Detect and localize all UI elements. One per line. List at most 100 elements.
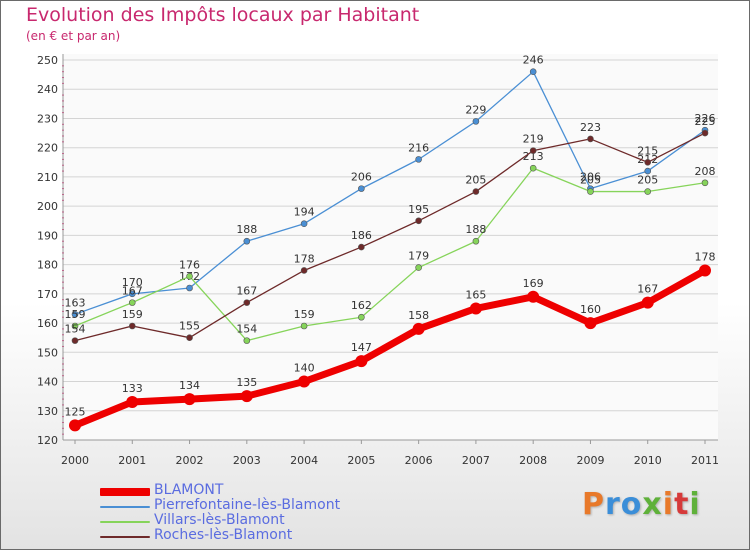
data-point xyxy=(358,185,365,192)
data-label: 169 xyxy=(523,277,544,290)
data-point xyxy=(300,220,308,227)
series-line xyxy=(74,132,706,342)
data-label: 188 xyxy=(236,223,257,236)
data-point xyxy=(358,313,365,321)
data-label: 223 xyxy=(580,121,601,134)
data-point xyxy=(587,135,594,143)
data-label: 194 xyxy=(294,206,315,219)
data-label: 208 xyxy=(695,165,716,178)
data-label: 159 xyxy=(65,308,86,321)
data-point xyxy=(71,311,79,318)
data-point xyxy=(300,267,308,274)
logo-letter: i xyxy=(662,487,675,522)
data-label: 219 xyxy=(523,133,544,146)
data-label: 155 xyxy=(179,320,200,333)
data-point xyxy=(126,396,139,408)
data-point xyxy=(300,322,308,330)
x-tick-label: 2000 xyxy=(61,454,89,467)
data-label: 140 xyxy=(294,362,315,375)
data-point xyxy=(186,334,193,341)
y-tick-label: 170 xyxy=(37,288,58,301)
data-label: 205 xyxy=(465,174,486,187)
data-point xyxy=(587,188,594,195)
data-label: 225 xyxy=(695,115,716,128)
logo-letter: t xyxy=(674,487,690,522)
x-tick-label: 2004 xyxy=(290,454,318,467)
data-point xyxy=(69,419,81,432)
legend-item: BLAMONT xyxy=(100,482,420,499)
data-point xyxy=(415,156,422,163)
data-label: 154 xyxy=(65,323,86,336)
logo-letter: i xyxy=(689,487,701,522)
data-label: 186 xyxy=(351,229,372,242)
logo-letter: o xyxy=(620,487,643,522)
data-label: 133 xyxy=(122,382,143,395)
legend-item: Pierrefontaine-lès-Blamont xyxy=(100,497,420,514)
x-tick-label: 2011 xyxy=(691,454,719,467)
data-label: 134 xyxy=(179,379,200,392)
logo-letter: r xyxy=(605,487,621,522)
data-label: 205 xyxy=(637,174,658,187)
series-line xyxy=(74,71,706,315)
data-point xyxy=(527,290,540,303)
data-point xyxy=(355,355,368,368)
data-point xyxy=(584,317,597,330)
y-tick-label: 120 xyxy=(37,434,58,447)
data-label: 195 xyxy=(408,203,429,216)
data-label: 165 xyxy=(465,288,486,301)
chart-legend: BLAMONT Pierrefontaine-lès-Blamont Villars… xyxy=(100,482,420,544)
y-tick-label: 150 xyxy=(37,346,58,359)
data-label: 216 xyxy=(408,141,429,154)
data-point xyxy=(128,322,136,330)
y-tick-label: 190 xyxy=(37,229,58,242)
data-point xyxy=(183,393,196,406)
data-point xyxy=(243,337,251,344)
data-label: 246 xyxy=(523,54,544,67)
data-point xyxy=(412,322,425,335)
x-tick-label: 2008 xyxy=(519,454,547,467)
data-point xyxy=(243,237,251,245)
data-label: 167 xyxy=(122,285,143,298)
proxiti-logo: Proxiti xyxy=(582,487,701,522)
legend-label: Villars-lès-Blamont xyxy=(154,512,285,528)
legend-swatch xyxy=(100,506,150,508)
data-point xyxy=(128,299,136,306)
logo-letter: x xyxy=(642,487,663,522)
data-point xyxy=(472,237,480,245)
data-label: 159 xyxy=(294,308,315,321)
data-label: 162 xyxy=(351,299,372,312)
legend-swatch xyxy=(100,536,150,538)
data-label: 163 xyxy=(65,296,86,309)
chart-title: Evolution des Impôts locaux par Habitant xyxy=(26,4,420,26)
data-point xyxy=(71,337,79,344)
data-point xyxy=(186,284,193,292)
y-tick-label: 230 xyxy=(37,112,58,125)
data-label: 147 xyxy=(351,341,372,354)
data-point xyxy=(415,217,422,225)
data-point xyxy=(243,299,251,306)
data-label: 229 xyxy=(465,103,486,116)
data-label: 215 xyxy=(637,144,658,157)
data-label: 213 xyxy=(523,150,544,163)
x-tick-label: 2003 xyxy=(233,454,261,467)
y-tick-label: 180 xyxy=(37,259,58,272)
legend-label: Roches-lès-Blamont xyxy=(154,527,293,543)
data-label: 160 xyxy=(580,303,601,316)
data-point xyxy=(358,243,365,251)
data-label: 206 xyxy=(580,171,601,184)
x-tick-label: 2001 xyxy=(118,454,146,467)
legend-swatch xyxy=(100,488,150,496)
data-label: 176 xyxy=(179,258,200,271)
y-tick-label: 130 xyxy=(37,405,58,418)
data-label: 178 xyxy=(695,250,716,263)
data-point xyxy=(469,302,482,315)
legend-label: Pierrefontaine-lès-Blamont xyxy=(154,497,341,513)
data-label: 170 xyxy=(122,276,143,289)
y-tick-label: 140 xyxy=(37,376,58,389)
data-label: 205 xyxy=(580,174,601,187)
data-label: 206 xyxy=(351,171,372,184)
data-point xyxy=(529,164,537,172)
data-point xyxy=(644,167,652,175)
data-point xyxy=(240,390,253,403)
x-tick-label: 2009 xyxy=(576,454,604,467)
